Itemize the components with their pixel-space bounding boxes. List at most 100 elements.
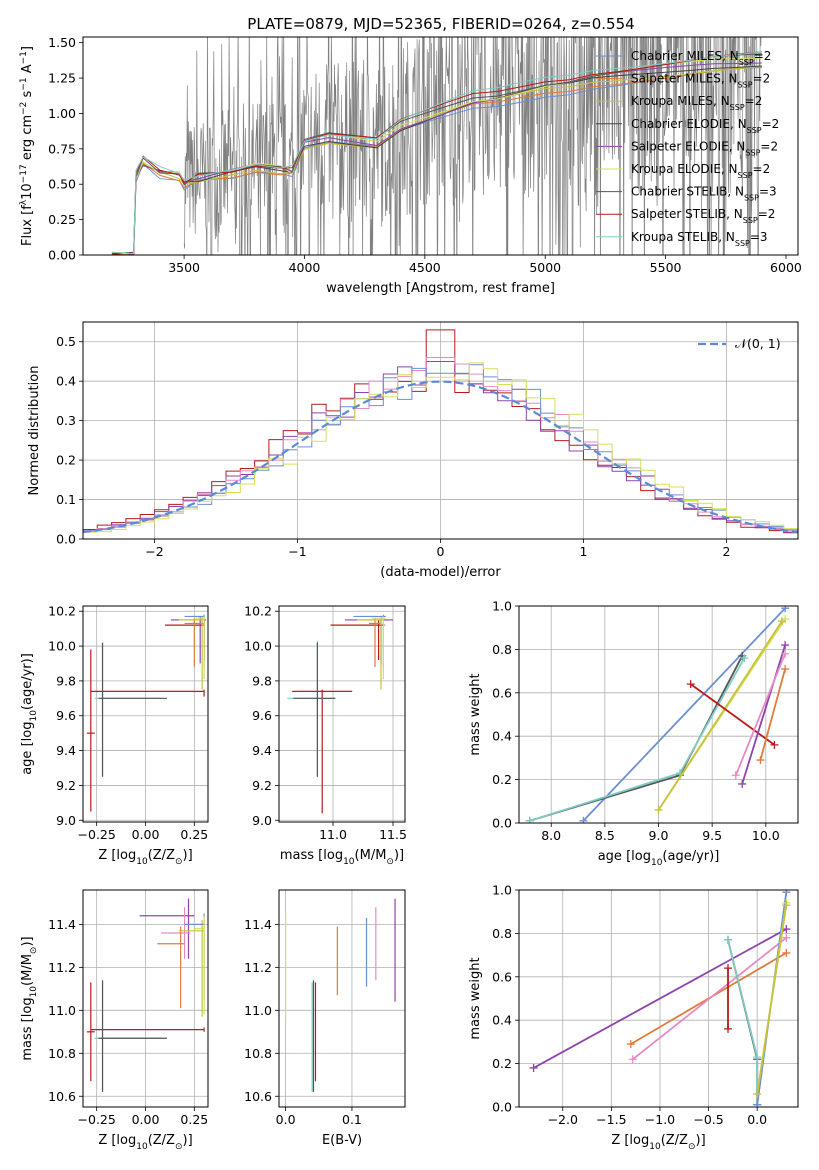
x-axis-label: Z [log10(Z/Z⊙)] <box>98 1133 192 1152</box>
x-axis-label-part: Z [log <box>611 1133 649 1148</box>
legend-label-sub: SSP <box>738 171 753 180</box>
plot-area-mass-vs-ebv <box>285 898 396 1092</box>
observed-spectrum <box>183 37 762 255</box>
y-tick-label: 10.6 <box>48 1089 76 1104</box>
x-axis-label-part: (M/M <box>355 848 387 863</box>
x-tick-label: 5500 <box>650 260 682 275</box>
weight-line-0 <box>533 928 787 1069</box>
panel-residuals: −2 −1 0 1 2 0.0 0.1 0.2 0.3 0.4 0.5 (data-model)/er… <box>27 321 799 580</box>
x-axis-label-part: (Z/Z <box>148 1133 175 1148</box>
panel-weight-vs-age: 8.0 8.5 9.0 9.5 10.0 0.0 0.2 0.4 0.6 0.8 1.0 age [l… <box>468 599 799 868</box>
x-tick-label: 10.0 <box>752 828 780 843</box>
weight-marker <box>525 816 534 823</box>
weight-marker <box>782 948 791 957</box>
weight-marker <box>781 664 790 673</box>
legend-label: Chabrier ELODIE, NSSP=2 <box>631 117 779 135</box>
x-axis-label-part: age [log <box>598 849 651 864</box>
legend-label-name: Chabrier MILES, N <box>631 49 739 63</box>
y-tick-label: 9.2 <box>56 778 76 793</box>
panels: 3500 4000 4500 5000 5500 60000.000.250.500.75… <box>19 35 802 1152</box>
y-tick-label: 10.2 <box>48 604 76 619</box>
x-tick-label: 0 <box>437 544 445 559</box>
y-axis-label-part: 10 <box>29 986 39 998</box>
legend-label-value: =3 <box>750 230 768 244</box>
axes-frame <box>82 36 799 256</box>
legend-label-sub: SSP <box>745 148 760 157</box>
y-tick-label: 0.8 <box>492 642 512 657</box>
x-tick-label: 0.00 <box>132 1112 160 1127</box>
y-tick-label: 9.2 <box>252 778 272 793</box>
x-tick-label: 0.25 <box>180 827 208 842</box>
y-tick-label: 1.50 <box>48 35 76 50</box>
y-axis-label-part: (age/yr)] <box>20 653 35 710</box>
y-tick-label: 0.0 <box>56 532 76 547</box>
y-axis-label-part: A <box>20 64 35 77</box>
legend-label-name: Kroupa STELIB, N <box>631 230 735 244</box>
weight-marker <box>781 606 790 613</box>
legend-label-name: Chabrier STELIB, N <box>631 185 744 199</box>
x-tick-label: 0.1 <box>342 1112 362 1127</box>
weight-marker <box>724 964 733 973</box>
legend-label-value: =2 <box>760 139 778 153</box>
x-tick-label: −2 <box>145 544 163 559</box>
y-tick-label: 10.0 <box>244 639 272 654</box>
weight-marker <box>770 740 779 749</box>
weight-marker <box>626 1040 635 1049</box>
legend-label: Kroupa STELIB, NSSP=3 <box>631 230 768 248</box>
normal-reference-curve <box>83 380 798 534</box>
x-tick-label: 3500 <box>168 260 200 275</box>
weight-marker <box>753 1053 762 1062</box>
x-axis-label-part: ⊙ <box>175 1142 183 1152</box>
y-tick-label: 1.00 <box>48 106 76 121</box>
legend-label-value: =2 <box>758 207 776 221</box>
legend-label-value: =2 <box>762 117 780 131</box>
y-axis-label: mass [log10(M/M⊙)] <box>20 936 39 1060</box>
panel-spectrum: 3500 4000 4500 5000 5500 6000 0.00 0.25 0.50 0.75… <box>19 35 802 296</box>
legend-label-sub: SSP <box>738 80 753 89</box>
axes-frame <box>518 605 799 824</box>
plot-area-weight-vs-age <box>525 606 790 823</box>
x-tick-label: 9.5 <box>702 828 722 843</box>
y-tick-label: 1.25 <box>48 71 76 86</box>
legend-label-name: Salpeter MILES, N <box>631 72 738 86</box>
x-tick-label: 1 <box>580 544 588 559</box>
x-axis-label-part: (age/yr)] <box>662 849 719 864</box>
histogram-series-2 <box>83 357 798 532</box>
y-tick-label: 9.4 <box>252 743 272 758</box>
weight-line-8 <box>756 905 788 1095</box>
legend-label-sub: SSP <box>743 216 758 225</box>
legend-label-name: Kroupa ELODIE, N <box>631 162 738 176</box>
x-tick-label: 11.5 <box>379 827 407 842</box>
x-tick-label: −0.25 <box>78 827 116 842</box>
y-tick-label: 0.25 <box>48 212 76 227</box>
y-axis-label: Flux [fλ10−17 erg cm−2 s−1 A−1] <box>19 46 35 246</box>
plot-area-residuals <box>83 329 798 534</box>
y-tick-label: 0.8 <box>492 926 512 941</box>
y-tick-label: 10.0 <box>48 639 76 654</box>
y-tick-label: 9.6 <box>252 708 272 723</box>
x-tick-label: 8.5 <box>595 828 615 843</box>
panel-age-vs-mass: 11.0 11.5 9.0 9.2 9.4 9.6 9.8 10.0 10.2 mass [log… <box>244 604 407 867</box>
y-tick-label: 0.00 <box>48 248 76 263</box>
weight-marker <box>753 1100 762 1107</box>
y-tick-label: 0.4 <box>492 1013 512 1028</box>
y-tick-label: 11.2 <box>48 960 76 975</box>
panel-weight-vs-Z: −2.0 −1.5 −1.0 −0.5 0.0 0.0 0.2 0.4 0.6 0.8 1.0 Z [… <box>468 883 799 1152</box>
y-axis-label: mass weight <box>468 957 483 1039</box>
weight-line-2 <box>632 936 787 1061</box>
y-tick-label: 0.50 <box>48 177 76 192</box>
y-tick-label: 0.3 <box>56 413 76 428</box>
y-axis-label-part: s <box>20 90 35 101</box>
weight-line-4 <box>657 620 783 811</box>
axes-frame <box>278 605 406 823</box>
model-line-7 <box>111 51 762 255</box>
model-line-8 <box>111 51 762 255</box>
legend-label-sub: SSP <box>744 193 759 202</box>
y-axis-label-part: −1 <box>19 51 29 64</box>
y-axis-label-part: ] <box>20 46 35 51</box>
x-axis-label-part: (Z/Z <box>661 1133 688 1148</box>
y-tick-label: 9.0 <box>252 813 272 828</box>
legend-label: Salpeter STELIB, NSSP=2 <box>631 207 775 225</box>
